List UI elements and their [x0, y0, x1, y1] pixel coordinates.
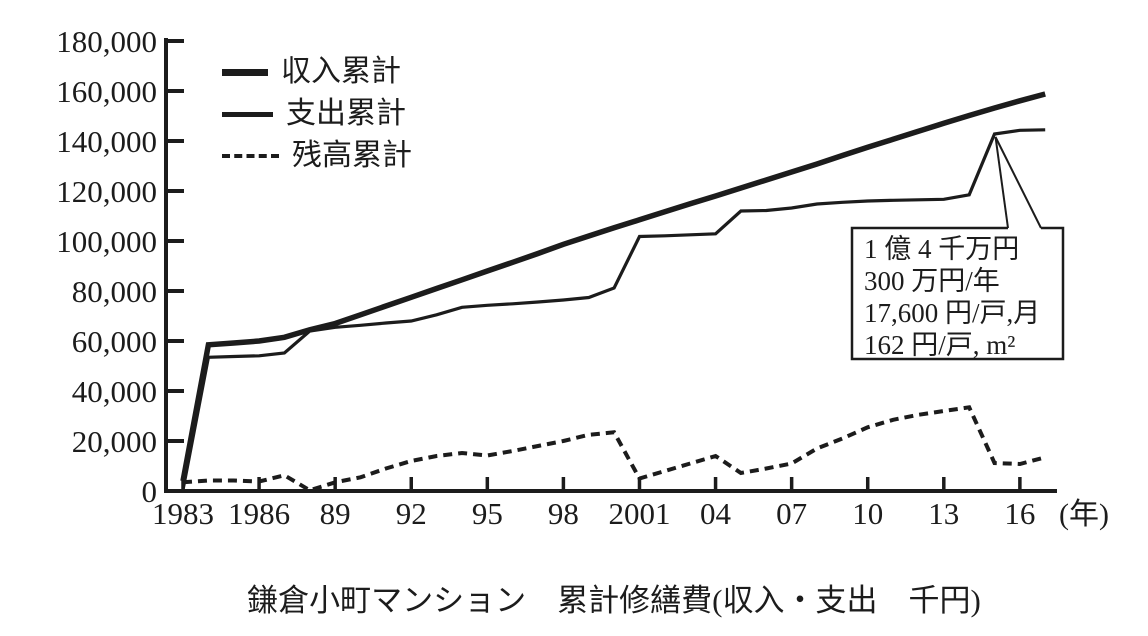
chart-caption: 鎌倉小町マンション 累計修繕費(収入・支出 千円): [247, 583, 981, 618]
annotation-line-total: 1 億 4 千万円: [864, 234, 1020, 264]
legend-item-income: 収入累計: [222, 51, 412, 93]
annotation-line-per-unit-sqm: 162 円/戸, m²: [864, 330, 1016, 360]
x-axis-label: 10: [852, 496, 883, 531]
legend-label-income: 収入累計: [281, 55, 401, 88]
legend-item-expenditure: 支出累計: [222, 93, 412, 135]
axes: 0 20,000 40,000 60,000 80,000 100,000 120,000 1…: [56, 24, 1109, 531]
y-axis-label: 120,000: [56, 174, 157, 209]
y-axis-label: 80,000: [72, 274, 157, 309]
x-axis-label: 89: [320, 496, 351, 531]
chart-legend: 収入累計 支出累計 残高累計: [222, 51, 412, 177]
x-axis-label: 2001: [608, 496, 670, 531]
x-axis-unit-label: (年): [1059, 498, 1109, 531]
x-axis-label: 95: [472, 496, 503, 531]
income-line-swatch-icon: [222, 68, 268, 76]
annotation-line-per-unit-month: 17,600 円/戸,月: [864, 298, 1041, 328]
y-axis-label: 180,000: [56, 24, 157, 59]
annotation-box-text: 1 億 4 千万円 300 万円/年 17,600 円/戸,月 162 円/戸,…: [864, 233, 1060, 361]
annotation-box-fill: [852, 228, 1063, 359]
y-axis-label: 40,000: [72, 374, 157, 409]
legend-item-balance: 残高累計: [222, 135, 412, 177]
x-axis-label: 92: [396, 496, 427, 531]
x-axis-label: 1983: [152, 496, 214, 531]
legend-label-expenditure: 支出累計: [286, 97, 406, 130]
x-axis-label: 98: [548, 496, 579, 531]
balance-line-swatch-icon: [222, 154, 279, 158]
x-axis-label: 16: [1004, 496, 1035, 531]
expenditure-cumulative-line: [181, 128, 1046, 491]
x-axis-label: 1986: [228, 496, 290, 531]
y-axis-label: 20,000: [72, 424, 157, 459]
y-axis-label: 0: [142, 474, 158, 509]
y-axis-label: 140,000: [56, 124, 157, 159]
x-axis-label: 07: [776, 496, 807, 531]
y-axis-label: 100,000: [56, 224, 157, 259]
x-axis-label: 13: [928, 496, 959, 531]
annotation-line-per-year: 300 万円/年: [864, 266, 1000, 296]
callout-tail-right-line: [994, 136, 1042, 229]
annotation-callout: [850, 136, 1065, 361]
balance-cumulative-line: [182, 405, 1046, 493]
callout-tail-left-line: [994, 136, 1009, 229]
expenditure-line-swatch-icon: [222, 111, 273, 117]
y-axis-label: 60,000: [72, 324, 157, 359]
y-axis-label: 160,000: [56, 74, 157, 109]
legend-label-balance: 残高累計: [292, 139, 412, 172]
x-axis-label: 04: [700, 496, 732, 531]
annotation-box-border: [850, 226, 1065, 361]
income-cumulative-line: [180, 91, 1046, 482]
